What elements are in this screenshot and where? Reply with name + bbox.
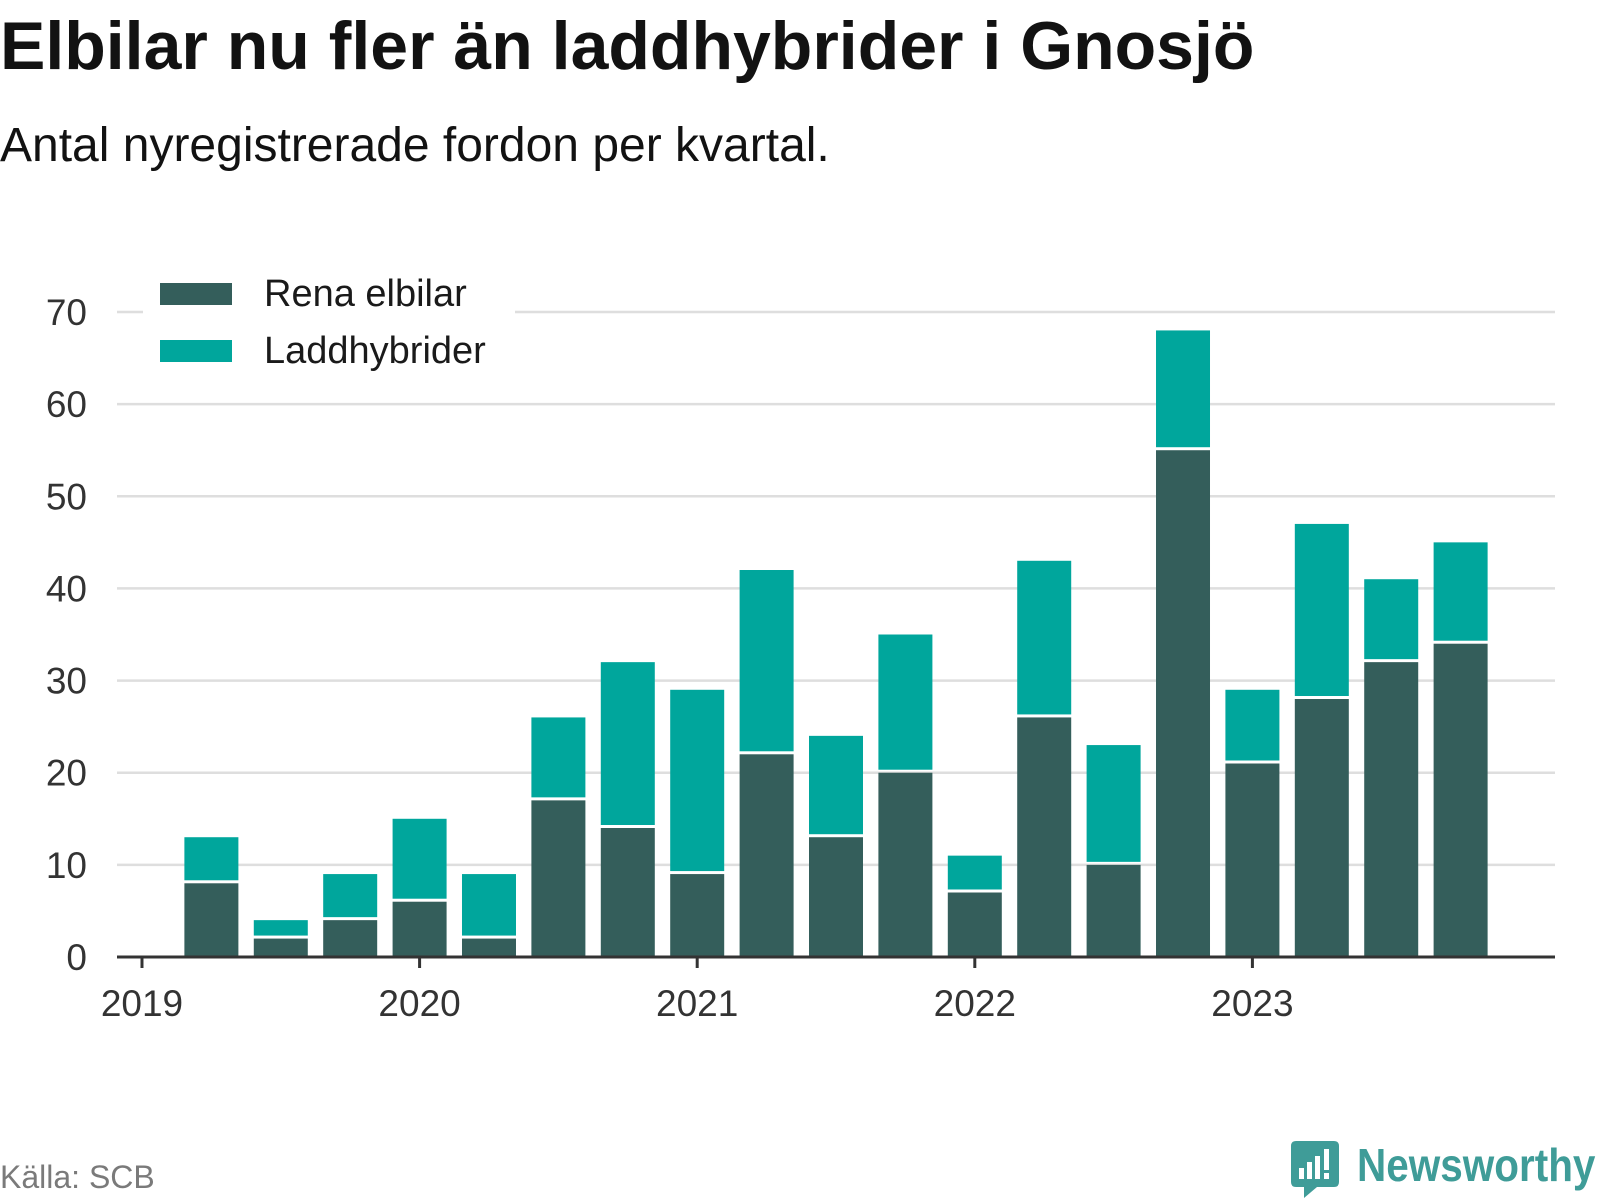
x-tick-label-2022: 2022 — [934, 983, 1016, 1024]
source-note: Källa: SCB — [0, 1159, 155, 1195]
bar-rena-elbilar-12 — [947, 892, 1002, 957]
logo-bar-2 — [1307, 1162, 1312, 1179]
bar-laddhybrider-4 — [392, 818, 447, 899]
bar-rena-elbilar-10 — [809, 837, 863, 957]
bar-laddhybrider-16 — [1225, 689, 1280, 761]
y-tick-label-0: 0 — [66, 937, 87, 978]
bar-rena-elbilar-5 — [461, 938, 516, 957]
bar-rena-elbilar-8 — [670, 874, 725, 957]
bar-laddhybrider-6 — [531, 717, 586, 798]
bar-stack-13 — [1017, 560, 1072, 957]
bar-rena-elbilar-16 — [1225, 763, 1280, 957]
bar-laddhybrider-11 — [878, 634, 933, 770]
bar-rena-elbilar-14 — [1086, 864, 1141, 957]
bar-stack-11 — [878, 634, 933, 957]
x-tick-label-2019: 2019 — [101, 983, 183, 1024]
bar-rena-elbilar-6 — [531, 800, 586, 957]
bar-laddhybrider-15 — [1156, 330, 1211, 448]
legend-item-rena-elbilar: Rena elbilar — [160, 273, 467, 315]
y-tick-label-30: 30 — [46, 661, 87, 702]
legend: Rena elbilar Laddhybrider — [143, 262, 515, 374]
bar-laddhybrider-5 — [461, 874, 516, 936]
logo-bar-3 — [1315, 1156, 1320, 1179]
legend-swatch-rena-elbilar — [160, 283, 232, 305]
legend-label-laddhybrider: Laddhybrider — [264, 330, 486, 372]
bar-stack-12 — [947, 855, 1002, 957]
bar-laddhybrider-12 — [947, 855, 1002, 890]
bar-rena-elbilar-2 — [253, 938, 308, 957]
legend-label-rena-elbilar: Rena elbilar — [264, 273, 467, 315]
bar-stack-8 — [670, 689, 725, 957]
bar-stack-14 — [1086, 745, 1141, 957]
bar-laddhybrider-2 — [253, 920, 308, 936]
chart-title: Elbilar nu fler än laddhybrider i Gnosjö — [0, 8, 1255, 84]
chart-subtitle: Antal nyregistrerade fordon per kvartal. — [0, 119, 830, 172]
bar-rena-elbilar-17 — [1294, 699, 1349, 957]
bar-rena-elbilar-13 — [1017, 717, 1072, 957]
bar-laddhybrider-9 — [739, 570, 794, 752]
bar-stack-9 — [739, 570, 794, 957]
bar-stack-5 — [461, 874, 516, 957]
bar-stack-3 — [323, 874, 378, 957]
bar-stack-17 — [1294, 523, 1349, 957]
bar-stack-15 — [1156, 330, 1211, 957]
x-tick-label-2021: 2021 — [656, 983, 738, 1024]
stacked-bars — [184, 330, 1488, 957]
bar-laddhybrider-14 — [1086, 745, 1141, 862]
bar-rena-elbilar-1 — [184, 883, 239, 957]
bar-rena-elbilar-7 — [600, 828, 655, 957]
bar-stack-16 — [1225, 689, 1280, 957]
bar-rena-elbilar-18 — [1364, 662, 1419, 957]
bar-laddhybrider-18 — [1364, 579, 1419, 660]
legend-swatch-laddhybrider — [160, 340, 232, 362]
logo-exclamation-dot — [1324, 1173, 1329, 1179]
logo-bar-1 — [1299, 1168, 1304, 1179]
bar-rena-elbilar-3 — [323, 920, 378, 957]
bar-rena-elbilar-11 — [878, 772, 933, 957]
bar-stack-4 — [392, 818, 447, 957]
y-tick-label-60: 60 — [46, 384, 87, 425]
bar-laddhybrider-1 — [184, 837, 239, 881]
x-tick-label-2020: 2020 — [378, 983, 460, 1024]
bar-stack-7 — [600, 662, 655, 957]
y-tick-label-20: 20 — [46, 753, 87, 794]
bar-laddhybrider-3 — [323, 874, 378, 918]
brand-name: Newsworthy — [1357, 1139, 1596, 1191]
bar-stack-19 — [1433, 542, 1488, 957]
bar-stack-10 — [809, 735, 863, 957]
y-axis-labels: 0 10 20 30 40 50 60 70 — [46, 292, 87, 978]
bar-rena-elbilar-4 — [392, 901, 447, 957]
bar-laddhybrider-10 — [809, 735, 863, 835]
y-tick-label-10: 10 — [46, 845, 87, 886]
y-tick-label-40: 40 — [46, 568, 87, 609]
legend-item-laddhybrider: Laddhybrider — [160, 330, 486, 372]
bar-stack-6 — [531, 717, 586, 957]
bar-laddhybrider-19 — [1433, 542, 1488, 641]
bar-laddhybrider-7 — [600, 662, 655, 825]
bar-laddhybrider-13 — [1017, 560, 1072, 715]
bar-laddhybrider-17 — [1294, 523, 1349, 696]
x-axis — [117, 955, 1555, 968]
bar-rena-elbilar-15 — [1156, 450, 1211, 957]
bar-rena-elbilar-19 — [1433, 643, 1488, 957]
y-tick-label-70: 70 — [46, 292, 87, 333]
y-tick-label-50: 50 — [46, 476, 87, 517]
bar-stack-2 — [253, 920, 308, 957]
bar-laddhybrider-8 — [670, 689, 725, 872]
logo-exclamation-stem — [1324, 1149, 1329, 1170]
bar-stack-1 — [184, 837, 239, 957]
bar-rena-elbilar-9 — [739, 754, 794, 957]
bar-stack-18 — [1364, 579, 1419, 957]
x-tick-label-2023: 2023 — [1211, 983, 1293, 1024]
x-axis-labels: 2019 2020 2021 2022 2023 — [101, 983, 1294, 1024]
newsworthy-logo-icon — [1291, 1141, 1339, 1198]
